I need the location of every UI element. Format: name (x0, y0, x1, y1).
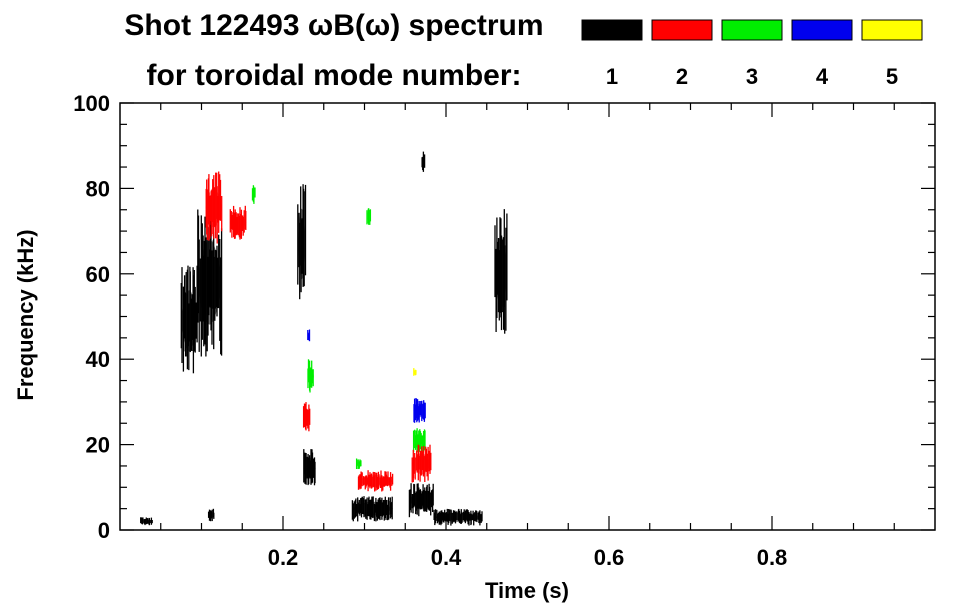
chart-title-line2: for toroidal mode number: (147, 59, 522, 92)
spectrum-feature-mode-1 (421, 151, 426, 172)
spectrum-feature-mode-5 (413, 368, 417, 376)
legend-swatch-2 (651, 19, 713, 41)
y-tick-label: 60 (86, 262, 110, 287)
spectrum-blob (366, 210, 371, 223)
spectrum-blob (307, 332, 310, 340)
spectrum-blob (252, 185, 256, 200)
legend-swatch-4 (791, 19, 853, 41)
spectrum-feature-mode-3 (366, 208, 372, 225)
legend-label-1: 1 (606, 64, 618, 89)
spectrum-blob (230, 213, 247, 232)
legend-label-4: 4 (816, 64, 829, 89)
spectrum-blob (411, 453, 432, 475)
y-tick-label: 40 (86, 347, 110, 372)
legend-label-5: 5 (886, 64, 898, 89)
spectrum-blob (303, 408, 310, 426)
axes: 0.2 0.4 0.6 0.8 0 20 40 60 80 100 (73, 91, 936, 570)
spectrum-blob (413, 403, 426, 418)
x-tick-label: 0.2 (268, 545, 299, 570)
x-tick-label: 0.6 (594, 545, 625, 570)
spectrum-feature-mode-1 (297, 184, 307, 300)
spectrum-feature-mode-3 (355, 458, 362, 469)
spectrum-blob (197, 240, 222, 325)
spectrum-blob (413, 369, 417, 375)
legend-swatch-3 (721, 19, 783, 41)
chart-title-line1: Shot 122493 ωB(ω) spectrum (124, 9, 543, 42)
spectrum-marks (140, 151, 508, 526)
spectrum-blob (208, 511, 215, 519)
spectrum-blob (421, 155, 425, 170)
spectrum-feature-mode-1 (207, 508, 215, 522)
spectrum-feature-mode-4 (307, 329, 311, 342)
spectrum-feature-mode-2 (302, 402, 311, 432)
y-tick-label: 80 (86, 176, 110, 201)
spectrum-blob (356, 460, 362, 468)
legend-label-3: 3 (746, 64, 758, 89)
legend-swatch-1 (581, 19, 643, 41)
spectrum-blob (352, 501, 393, 516)
y-tick-label: 100 (73, 91, 110, 116)
y-axis-label: Frequency (kHz) (13, 229, 38, 400)
spectrum-feature-mode-2 (357, 470, 394, 492)
spectrum-blob (494, 235, 508, 309)
spectrum-feature-mode-3 (307, 359, 314, 393)
spectrum-blob (303, 457, 316, 479)
x-axis-label: Time (s) (485, 578, 569, 603)
legend-swatch-5 (861, 19, 923, 41)
plot-frame (119, 102, 936, 531)
legend-label-2: 2 (676, 64, 688, 89)
spectrum-feature-mode-4 (413, 398, 426, 423)
spectrum-feature-mode-2 (411, 444, 432, 483)
spectrum-feature-mode-3 (412, 428, 426, 453)
spectrum-feature-mode-2 (229, 205, 247, 240)
spectrum-blob (409, 490, 434, 510)
spectrum-feature-mode-1 (180, 265, 198, 374)
spectrum-blob (181, 290, 198, 352)
spectrum-blob (358, 475, 393, 487)
spectrum-feature-mode-1 (351, 496, 393, 522)
spectrum-blob (413, 433, 426, 448)
spectrum-feature-mode-1 (197, 208, 223, 357)
spectrum-blob (307, 366, 314, 386)
x-tick-label: 0.4 (431, 545, 462, 570)
spectrum-feature-mode-1 (433, 508, 483, 526)
x-tick-label: 0.8 (757, 545, 788, 570)
y-tick-label: 0 (98, 518, 110, 543)
spectrum-blob (140, 519, 153, 524)
spectrum-feature-mode-3 (251, 185, 256, 204)
spectrum-feature-mode-1 (408, 483, 434, 518)
spectrum-feature-mode-1 (303, 449, 316, 486)
legend: 1 2 3 4 5 (581, 19, 923, 89)
spectrum-blob (297, 208, 306, 280)
spectrum-feature-mode-1 (140, 517, 153, 526)
spectrum-feature-mode-1 (494, 209, 508, 334)
y-tick-label: 20 (86, 433, 110, 458)
spectrum-blob (205, 187, 222, 228)
spectrum-feature-mode-2 (205, 171, 223, 244)
